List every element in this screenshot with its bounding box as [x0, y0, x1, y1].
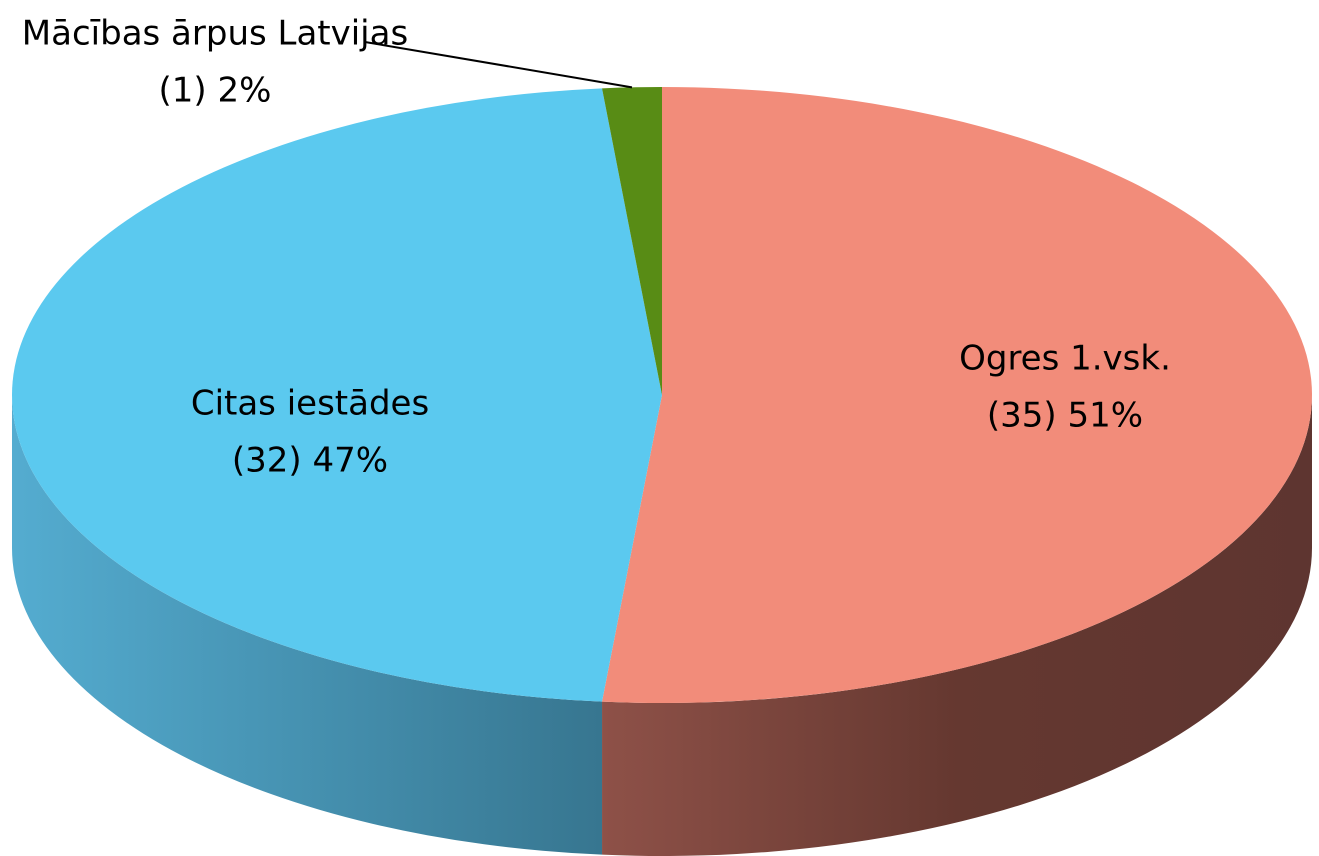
value-label: (1) 2%	[159, 71, 272, 111]
category-label: Mācības ārpus Latvijas	[22, 14, 408, 54]
category-label: Ogres 1.vsk.	[959, 339, 1171, 379]
pie-side	[602, 395, 1312, 856]
leader-line	[364, 41, 633, 89]
pie-slice	[12, 88, 662, 702]
value-label: (32) 47%	[232, 441, 388, 481]
pie-slice	[602, 87, 1313, 703]
category-label: Citas iestādes	[191, 384, 429, 424]
pie-slice	[602, 87, 662, 395]
value-label: (35) 51%	[987, 396, 1143, 436]
pie-side	[11, 395, 603, 855]
